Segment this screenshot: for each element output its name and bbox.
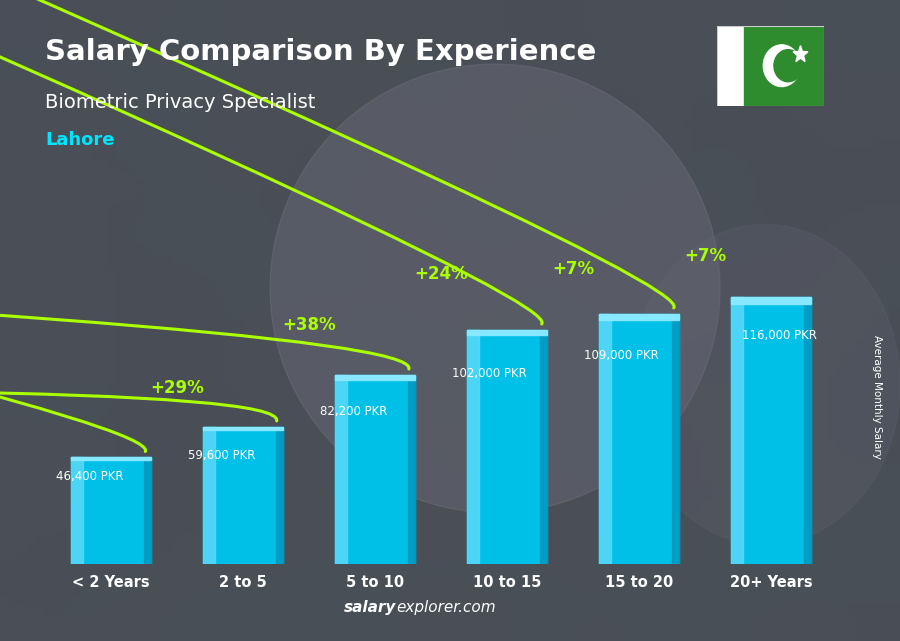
Bar	[805, 297, 811, 564]
Bar	[599, 313, 611, 564]
Bar	[336, 375, 415, 380]
Text: +7%: +7%	[684, 247, 726, 265]
Bar	[672, 313, 679, 564]
Bar	[276, 427, 283, 564]
Bar	[71, 458, 150, 460]
Text: 109,000 PKR: 109,000 PKR	[583, 349, 658, 362]
Bar	[203, 427, 215, 564]
Text: +7%: +7%	[552, 260, 594, 278]
Bar	[743, 26, 824, 106]
Bar	[732, 297, 811, 564]
Text: explorer.com: explorer.com	[396, 601, 496, 615]
Ellipse shape	[270, 64, 720, 513]
Text: 59,600 PKR: 59,600 PKR	[187, 449, 255, 462]
Text: Biometric Privacy Specialist: Biometric Privacy Specialist	[45, 93, 315, 112]
Bar	[203, 427, 283, 564]
Text: +29%: +29%	[150, 379, 204, 397]
Bar	[409, 375, 415, 564]
Text: salary: salary	[344, 601, 396, 615]
Text: Salary Comparison By Experience: Salary Comparison By Experience	[45, 38, 596, 67]
Ellipse shape	[630, 224, 900, 545]
Bar	[599, 313, 679, 564]
Bar	[71, 458, 150, 564]
Text: +24%: +24%	[414, 265, 468, 283]
Bar	[599, 313, 679, 320]
Bar	[540, 329, 546, 564]
Text: 102,000 PKR: 102,000 PKR	[452, 367, 526, 380]
Bar	[732, 297, 743, 564]
Text: +38%: +38%	[283, 315, 336, 333]
Bar	[336, 375, 347, 564]
Circle shape	[774, 50, 802, 81]
Bar	[71, 458, 84, 564]
Text: Lahore: Lahore	[45, 131, 114, 149]
Text: 46,400 PKR: 46,400 PKR	[56, 470, 123, 483]
Polygon shape	[793, 46, 808, 62]
Bar	[717, 26, 743, 106]
Bar	[467, 329, 546, 564]
Text: 82,200 PKR: 82,200 PKR	[320, 405, 387, 419]
Text: 116,000 PKR: 116,000 PKR	[742, 329, 817, 342]
Bar	[144, 458, 150, 564]
Circle shape	[763, 45, 800, 87]
Bar	[467, 329, 546, 335]
Text: Average Monthly Salary: Average Monthly Salary	[872, 335, 883, 460]
Bar	[732, 297, 811, 304]
Bar	[467, 329, 480, 564]
Bar	[336, 375, 415, 564]
Bar	[203, 427, 283, 431]
